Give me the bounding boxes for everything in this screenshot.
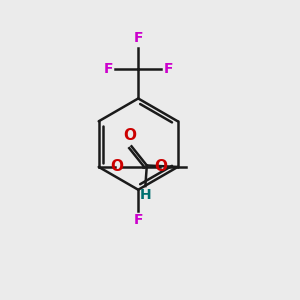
Text: F: F bbox=[164, 62, 173, 76]
Text: F: F bbox=[134, 32, 143, 46]
Text: O: O bbox=[110, 159, 124, 174]
Text: H: H bbox=[140, 188, 151, 203]
Text: O: O bbox=[124, 128, 136, 143]
Text: F: F bbox=[134, 213, 143, 227]
Text: F: F bbox=[103, 62, 113, 76]
Text: O: O bbox=[154, 159, 168, 174]
